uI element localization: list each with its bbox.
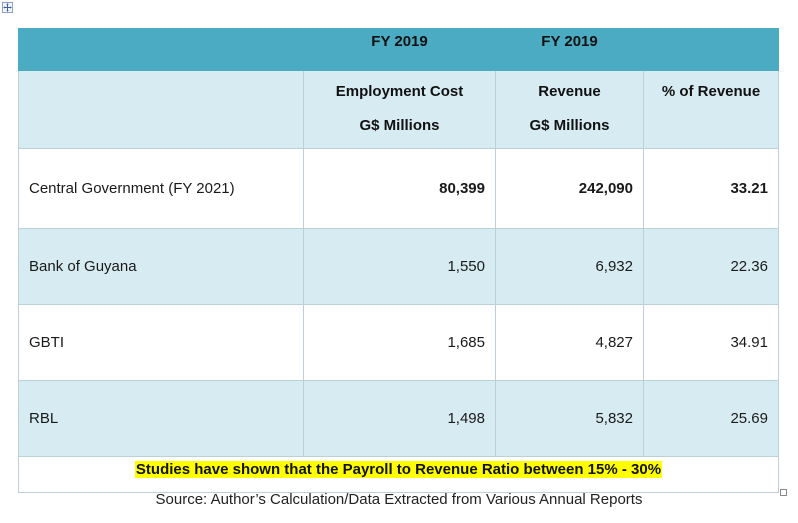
cell-pct-revenue: 22.36 <box>643 228 779 305</box>
cell-pct-revenue: 25.69 <box>643 380 779 457</box>
source-caption: Source: Author’s Calculation/Data Extrac… <box>155 491 643 508</box>
payroll-ratio-note: Studies have shown that the Payroll to R… <box>134 461 663 478</box>
payroll-revenue-table: FY 2019 FY 2019 Employment Cost G$ Milli… <box>18 28 779 493</box>
cell-employment-cost: 1,550 <box>303 228 496 305</box>
header-pct-year <box>643 28 779 71</box>
cell-employment-cost: 80,399 <box>303 148 496 229</box>
header-revenue-year: FY 2019 <box>495 28 644 71</box>
header-entity <box>18 70 304 149</box>
header-revenue-unit: G$ Millions <box>529 117 610 134</box>
header-row-columns: Employment Cost G$ Millions Revenue G$ M… <box>18 70 779 149</box>
cell-entity: GBTI <box>18 304 304 381</box>
cell-pct-revenue: 33.21 <box>643 148 779 229</box>
header-employment-cost-unit: G$ Millions <box>359 117 440 134</box>
table-row: Bank of Guyana 1,550 6,932 22.36 <box>18 228 779 305</box>
header-revenue-title: Revenue <box>538 83 601 100</box>
header-employment-year: FY 2019 <box>303 28 496 71</box>
header-employment-cost-title: Employment Cost <box>335 83 464 100</box>
note-cell: Studies have shown that the Payroll to R… <box>18 456 779 493</box>
header-employment-cost: Employment Cost G$ Millions <box>303 70 496 149</box>
header-entity-year <box>18 28 304 71</box>
cell-pct-revenue: 34.91 <box>643 304 779 381</box>
table-row: RBL 1,498 5,832 25.69 <box>18 380 779 457</box>
table-row: Central Government (FY 2021) 80,399 242,… <box>18 148 779 229</box>
cell-revenue: 6,932 <box>495 228 644 305</box>
header-pct-revenue: % of Revenue <box>643 70 779 149</box>
cell-employment-cost: 1,685 <box>303 304 496 381</box>
table-move-icon[interactable] <box>2 2 13 13</box>
header-pct-revenue-title: % of Revenue <box>661 83 761 100</box>
note-row: Studies have shown that the Payroll to R… <box>18 456 779 493</box>
header-row-fiscal-year: FY 2019 FY 2019 <box>18 28 779 71</box>
cell-revenue: 4,827 <box>495 304 644 381</box>
cell-employment-cost: 1,498 <box>303 380 496 457</box>
cell-entity: Central Government (FY 2021) <box>18 148 304 229</box>
table-row: GBTI 1,685 4,827 34.91 <box>18 304 779 381</box>
cell-revenue: 242,090 <box>495 148 644 229</box>
cell-entity: Bank of Guyana <box>18 228 304 305</box>
cell-entity: RBL <box>18 380 304 457</box>
header-revenue: Revenue G$ Millions <box>495 70 644 149</box>
table-resize-icon[interactable] <box>780 489 787 496</box>
cell-revenue: 5,832 <box>495 380 644 457</box>
